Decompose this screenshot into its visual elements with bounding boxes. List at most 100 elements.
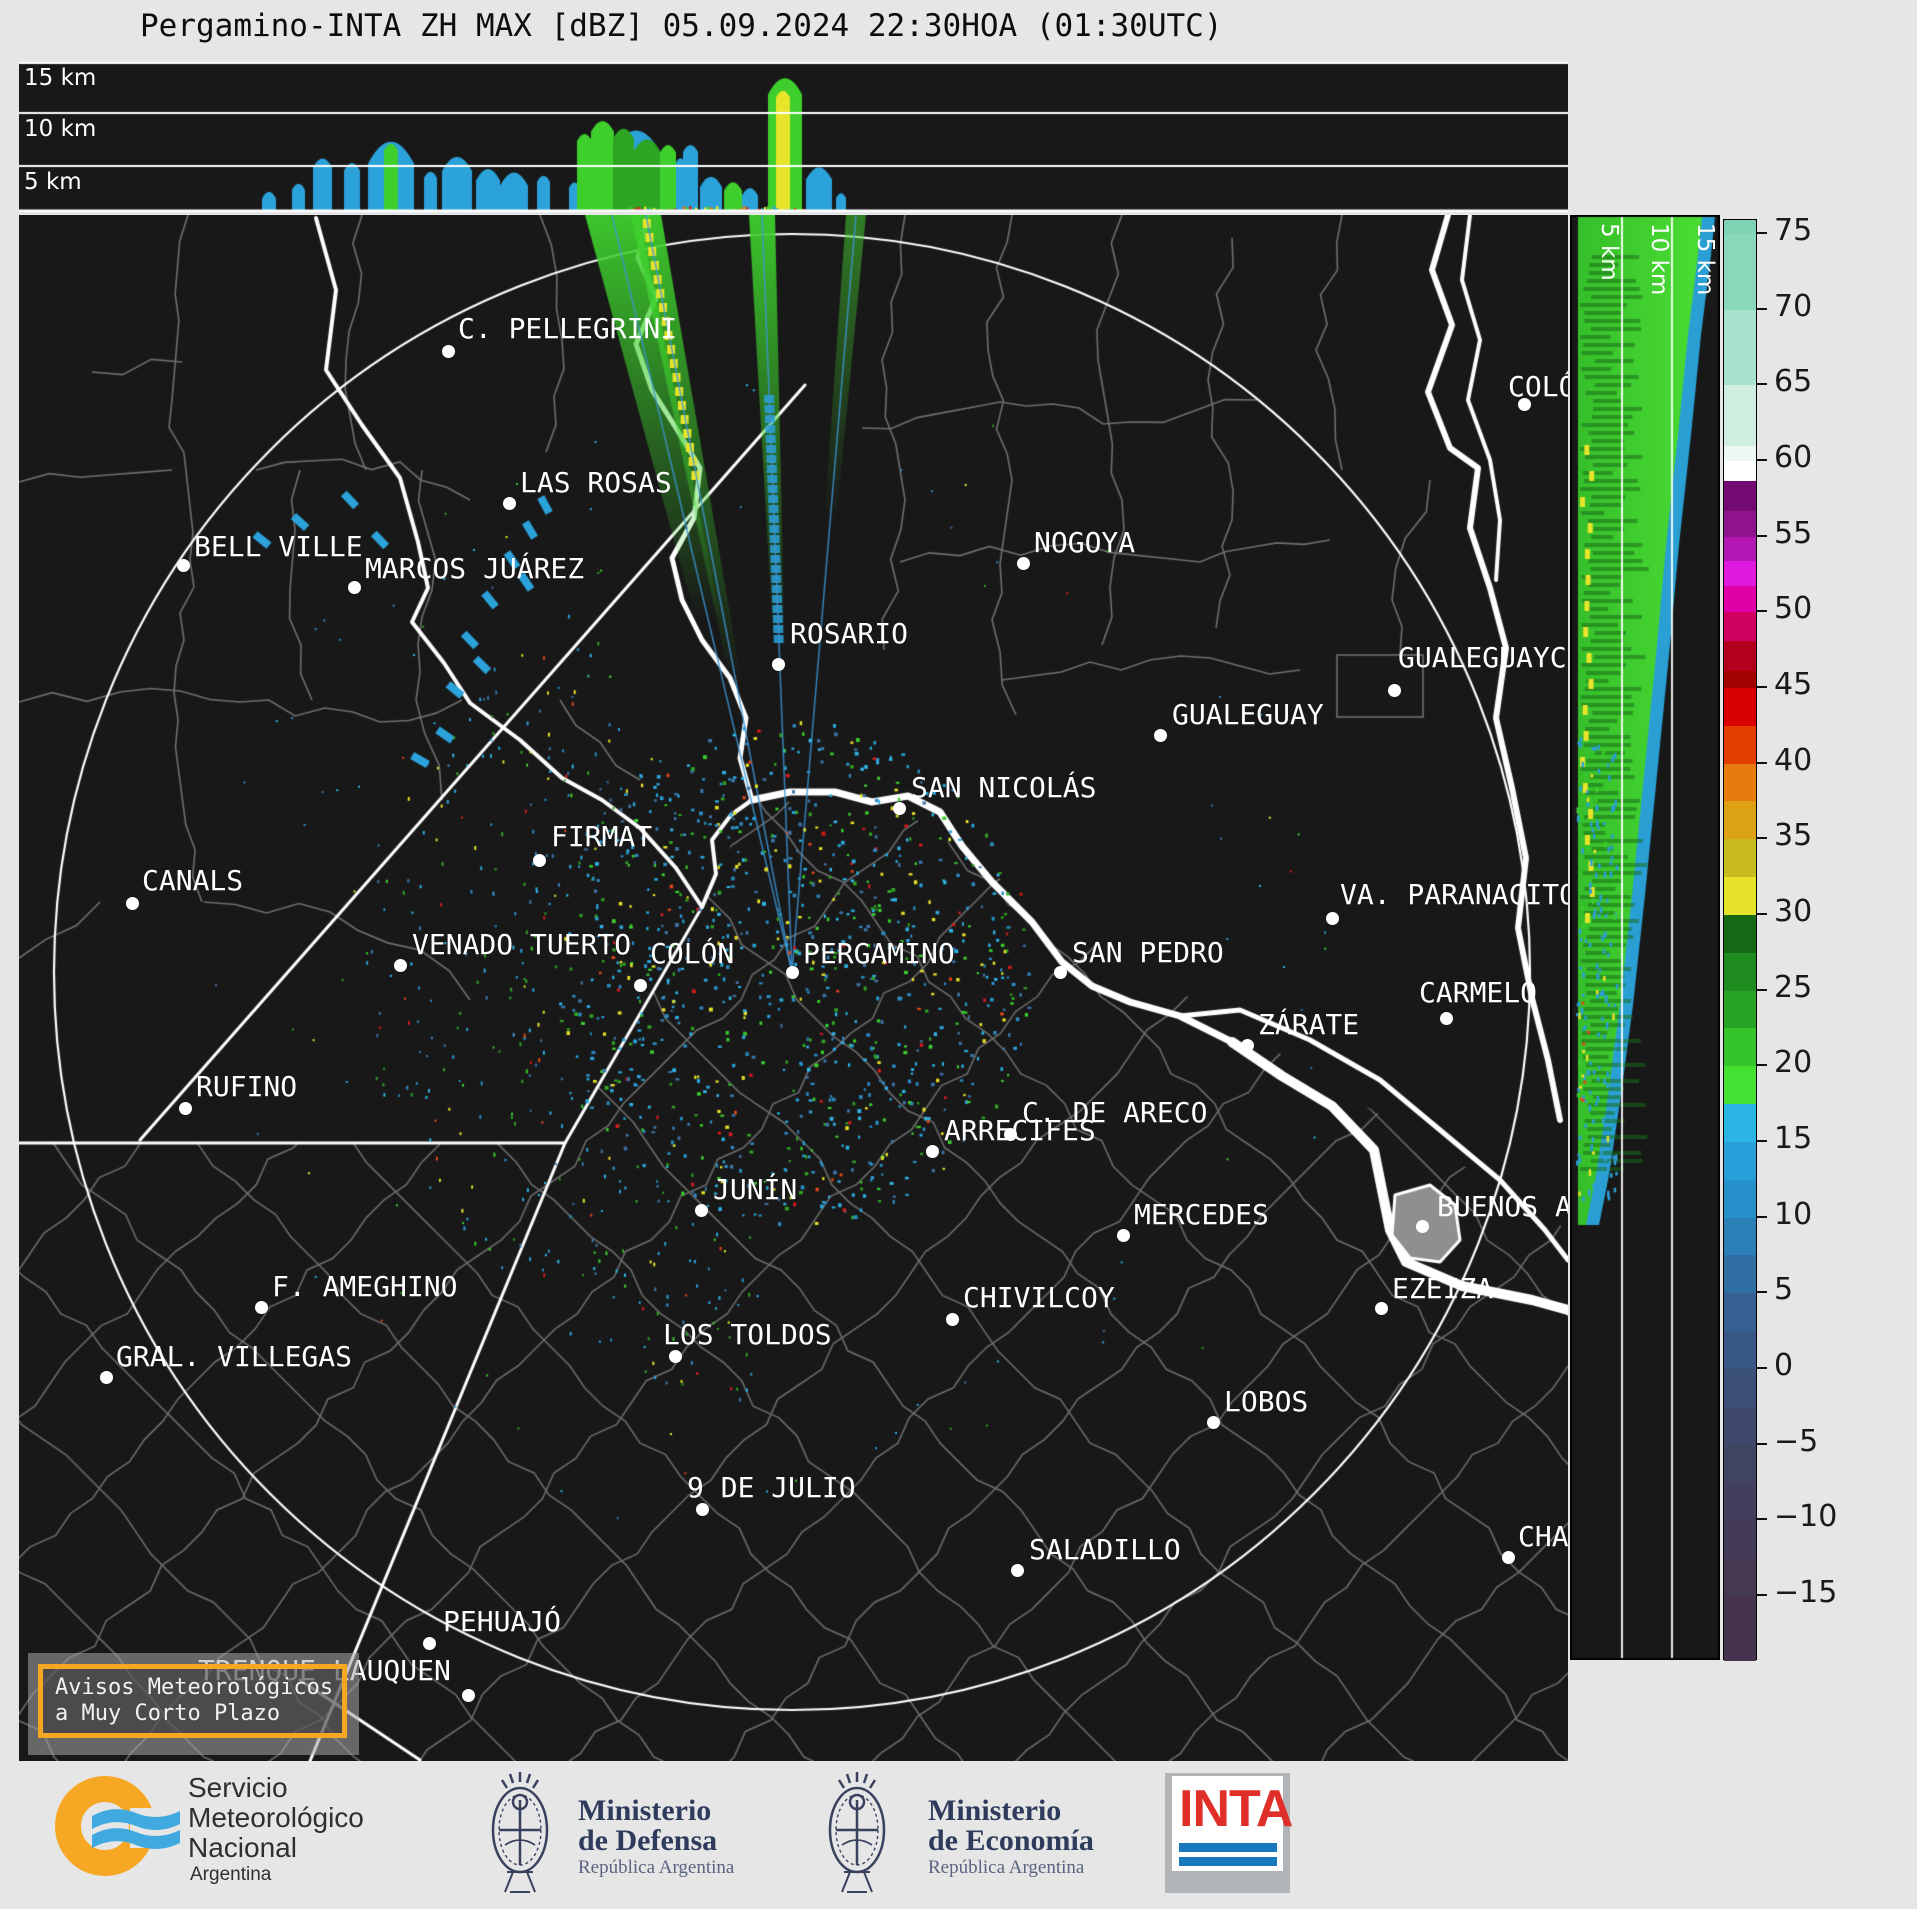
colorbar-tick-label: 50 (1774, 591, 1813, 626)
city-dot (772, 658, 785, 671)
city-dot (462, 1689, 475, 1702)
colorbar-segment (1724, 446, 1756, 461)
city-label: SAN NICOLÁS (911, 771, 1097, 804)
colorbar-segment (1724, 991, 1756, 1028)
colorbar-segment (1724, 1293, 1756, 1331)
city-label: GUALEGUAY (1172, 698, 1324, 731)
colorbar-tick-label: 45 (1774, 667, 1813, 702)
colorbar-tick-label: −15 (1774, 1575, 1838, 1610)
city-label: C. DE ARECO (1022, 1096, 1208, 1129)
colorbar-segment (1724, 1218, 1756, 1255)
city-label: BUENOS AIRES (1437, 1190, 1568, 1223)
colorbar-segment (1724, 1445, 1756, 1482)
colorbar-segment (1724, 1369, 1756, 1407)
colorbar-tick (1757, 762, 1767, 764)
colorbar-tick-label: 60 (1774, 440, 1813, 475)
colorbar-tick-label: 40 (1774, 743, 1813, 778)
city-label: LOS TOLDOS (663, 1318, 832, 1351)
page-title: Pergamino-INTA ZH MAX [dBZ] 05.09.2024 2… (140, 8, 1223, 44)
smn-country-label: Argentina (190, 1864, 272, 1885)
city-dot (1326, 912, 1339, 925)
city-dot (1375, 1302, 1388, 1315)
warning-box-border: Avisos Meteorológicos a Muy Corto Plazo (38, 1664, 347, 1738)
altitude-label-10km: 10 km (24, 116, 97, 142)
colorbar-tick-label: 70 (1774, 289, 1813, 324)
colorbar-tick-label: 20 (1774, 1045, 1813, 1080)
colorbar-tick (1757, 535, 1767, 537)
colorbar-tick (1757, 459, 1767, 461)
colorbar-tick (1757, 383, 1767, 385)
city-dot (1154, 729, 1167, 742)
city-dot (946, 1313, 959, 1326)
colorbar (1723, 219, 1757, 1661)
colorbar-segment (1724, 1331, 1756, 1369)
colorbar-segment (1724, 726, 1756, 764)
city-label: PEHUAJÓ (443, 1605, 562, 1638)
city-label: LAS ROSAS (520, 466, 672, 499)
colorbar-tick-label: 25 (1774, 970, 1813, 1005)
smn-name-line2: Meteorológico (188, 1802, 364, 1833)
economia-title-line2: de Economía (928, 1824, 1094, 1857)
colorbar-segment (1724, 586, 1756, 612)
city-label: RUFINO (196, 1070, 298, 1103)
city-dot (1502, 1551, 1515, 1564)
colorbar-tick (1757, 1367, 1767, 1369)
warning-line-1: Avisos Meteorológicos (55, 1675, 334, 1700)
city-label: SALADILLO (1029, 1533, 1181, 1566)
colorbar-tick-label: 55 (1774, 516, 1813, 551)
city-dot (893, 802, 906, 815)
colorbar-tick (1757, 308, 1767, 310)
city-label: LOBOS (1224, 1385, 1309, 1418)
colorbar-segment (1724, 1482, 1756, 1520)
city-label: F. AMEGHINO (272, 1270, 458, 1303)
colorbar-tick (1757, 1443, 1767, 1445)
city-dot (1004, 1128, 1017, 1141)
city-dot (1117, 1229, 1130, 1242)
colorbar-segment (1724, 511, 1756, 537)
economia-title-line1: Ministerio (928, 1794, 1062, 1827)
colorbar-tick (1757, 610, 1767, 612)
ns-cross-section-panel: 5 km 10 km 15 km (1570, 215, 1720, 1660)
city-dot (1416, 1220, 1429, 1233)
defensa-crest-icon (491, 1772, 549, 1893)
colorbar-tick (1757, 837, 1767, 839)
city-dot (1017, 557, 1030, 570)
colorbar-segment (1724, 385, 1756, 446)
city-dot (177, 559, 190, 572)
altitude-label-15km: 15 km (24, 65, 97, 91)
city-dot (1241, 1039, 1254, 1052)
city-dot (348, 581, 361, 594)
city-label: VA. PARANACITO (1340, 878, 1568, 911)
warning-box: Avisos Meteorológicos a Muy Corto Plazo (28, 1653, 359, 1755)
colorbar-tick (1757, 989, 1767, 991)
colorbar-segment (1724, 1407, 1756, 1445)
smn-name-line1: Servicio (188, 1772, 288, 1803)
colorbar-segment (1724, 801, 1756, 839)
city-label: C. PELLEGRINI (458, 312, 678, 345)
colorbar-segment (1724, 612, 1756, 641)
colorbar-tick-label: 5 (1774, 1272, 1794, 1307)
city-dot (126, 897, 139, 910)
inta-logo-panel (1172, 1776, 1283, 1871)
colorbar-tick-label: −10 (1774, 1499, 1838, 1534)
city-dot (1388, 684, 1401, 697)
city-label: FIRMAT (551, 820, 653, 853)
city-label: BELL VILLE (194, 530, 363, 563)
city-dot (394, 959, 407, 972)
colorbar-tick (1757, 1594, 1767, 1596)
city-label: GRAL. VILLEGAS (116, 1340, 353, 1373)
colorbar-tick (1757, 1140, 1767, 1142)
city-dot (423, 1637, 436, 1650)
colorbar-segment (1724, 461, 1756, 481)
city-label: CHASCOMÚS (1518, 1520, 1568, 1553)
smn-name-line3: Nacional (188, 1832, 297, 1863)
colorbar-segment (1724, 1028, 1756, 1066)
inta-logo-text: INTA (1179, 1780, 1293, 1838)
city-dot (533, 854, 546, 867)
colorbar-tick-label: 65 (1774, 364, 1813, 399)
city-label: JUNÍN (713, 1173, 798, 1206)
city-dot (695, 1204, 708, 1217)
colorbar-tick (1757, 686, 1767, 688)
city-label: COLÓN (650, 937, 735, 970)
